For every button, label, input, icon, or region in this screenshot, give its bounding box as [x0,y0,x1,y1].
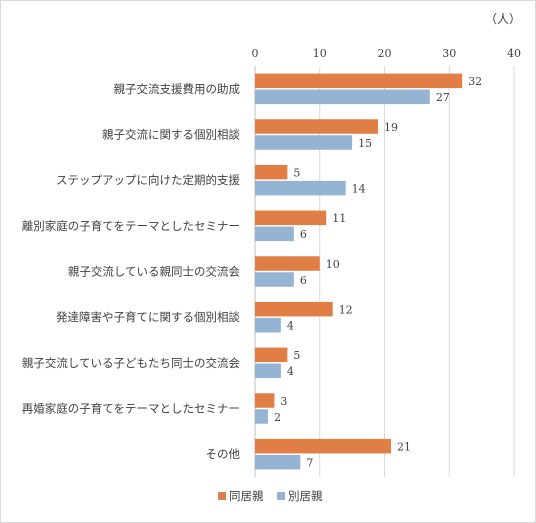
x-axis-ticks: 0 10 20 30 40 [252,47,522,60]
bar-series-2 [255,135,353,150]
data-label: 27 [436,91,450,104]
bar-series-1 [255,256,320,271]
legend-label: 同居親 [229,489,264,503]
category-label: 再婚家庭の子育てをテーマとしたセミナー [22,402,240,416]
gridlines [254,66,515,477]
data-label: 11 [332,212,346,225]
data-label: 12 [339,303,353,316]
bar-series-1 [255,438,391,454]
x-tick-label: 40 [507,47,521,60]
category-label: ステップアップに向けた定期的支援 [56,173,240,187]
data-label: 19 [384,121,398,134]
bar-series-1 [255,301,333,317]
category-label: 親子交流している子どもたち同士の交流会 [22,356,241,370]
bar-series-2 [255,89,430,105]
data-label: 14 [352,182,366,195]
data-label: 10 [326,258,340,271]
bar-series-2 [255,180,346,196]
bar-series-2 [255,272,294,287]
category-label: 親子交流支援費用の助成 [114,82,241,96]
bar-series-1 [255,119,379,134]
data-label: 2 [274,411,281,424]
category-label: 親子交流している親同士の交流会 [68,265,241,279]
legend-swatch [277,492,285,500]
data-label: 4 [287,319,294,332]
data-label: 5 [293,349,300,362]
bar-series-1 [255,210,327,226]
bar-series-2 [255,363,281,379]
data-label: 21 [397,440,411,453]
category-label: 離別家庭の子育てをテーマとしたセミナー [22,219,240,233]
bar-series-2 [255,409,268,424]
data-label: 6 [300,228,307,241]
bar-series-1 [255,347,288,363]
bar-series-1 [255,164,288,180]
bar-series-2 [255,454,301,470]
category-label: その他 [206,447,241,461]
data-label: 7 [306,456,313,469]
x-tick-label: 10 [313,47,327,60]
data-label: 5 [293,166,300,179]
x-tick-label: 20 [378,47,392,60]
bar-series-1 [255,393,275,408]
category-label: 発達障害や子育てに関する個別相談 [56,310,240,324]
data-label: 15 [358,137,372,150]
x-tick-label: 0 [252,47,259,60]
bar-series-2 [255,317,281,333]
x-tick-label: 30 [442,47,456,60]
data-label: 3 [280,395,287,408]
legend-swatch [218,492,226,500]
category-labels: 親子交流支援費用の助成親子交流に関する個別相談ステップアップに向けた定期的支援離… [22,82,241,461]
data-label: 4 [287,365,294,378]
data-label: 32 [468,75,482,88]
bar-series-2 [255,226,294,242]
legend: 同居親 別居親 [218,489,323,503]
legend-label: 別居親 [288,489,323,503]
category-label: 親子交流に関する個別相談 [102,128,240,142]
unit-label: （人） [485,12,521,26]
data-label: 6 [300,274,307,287]
bar-series-1 [255,73,463,89]
